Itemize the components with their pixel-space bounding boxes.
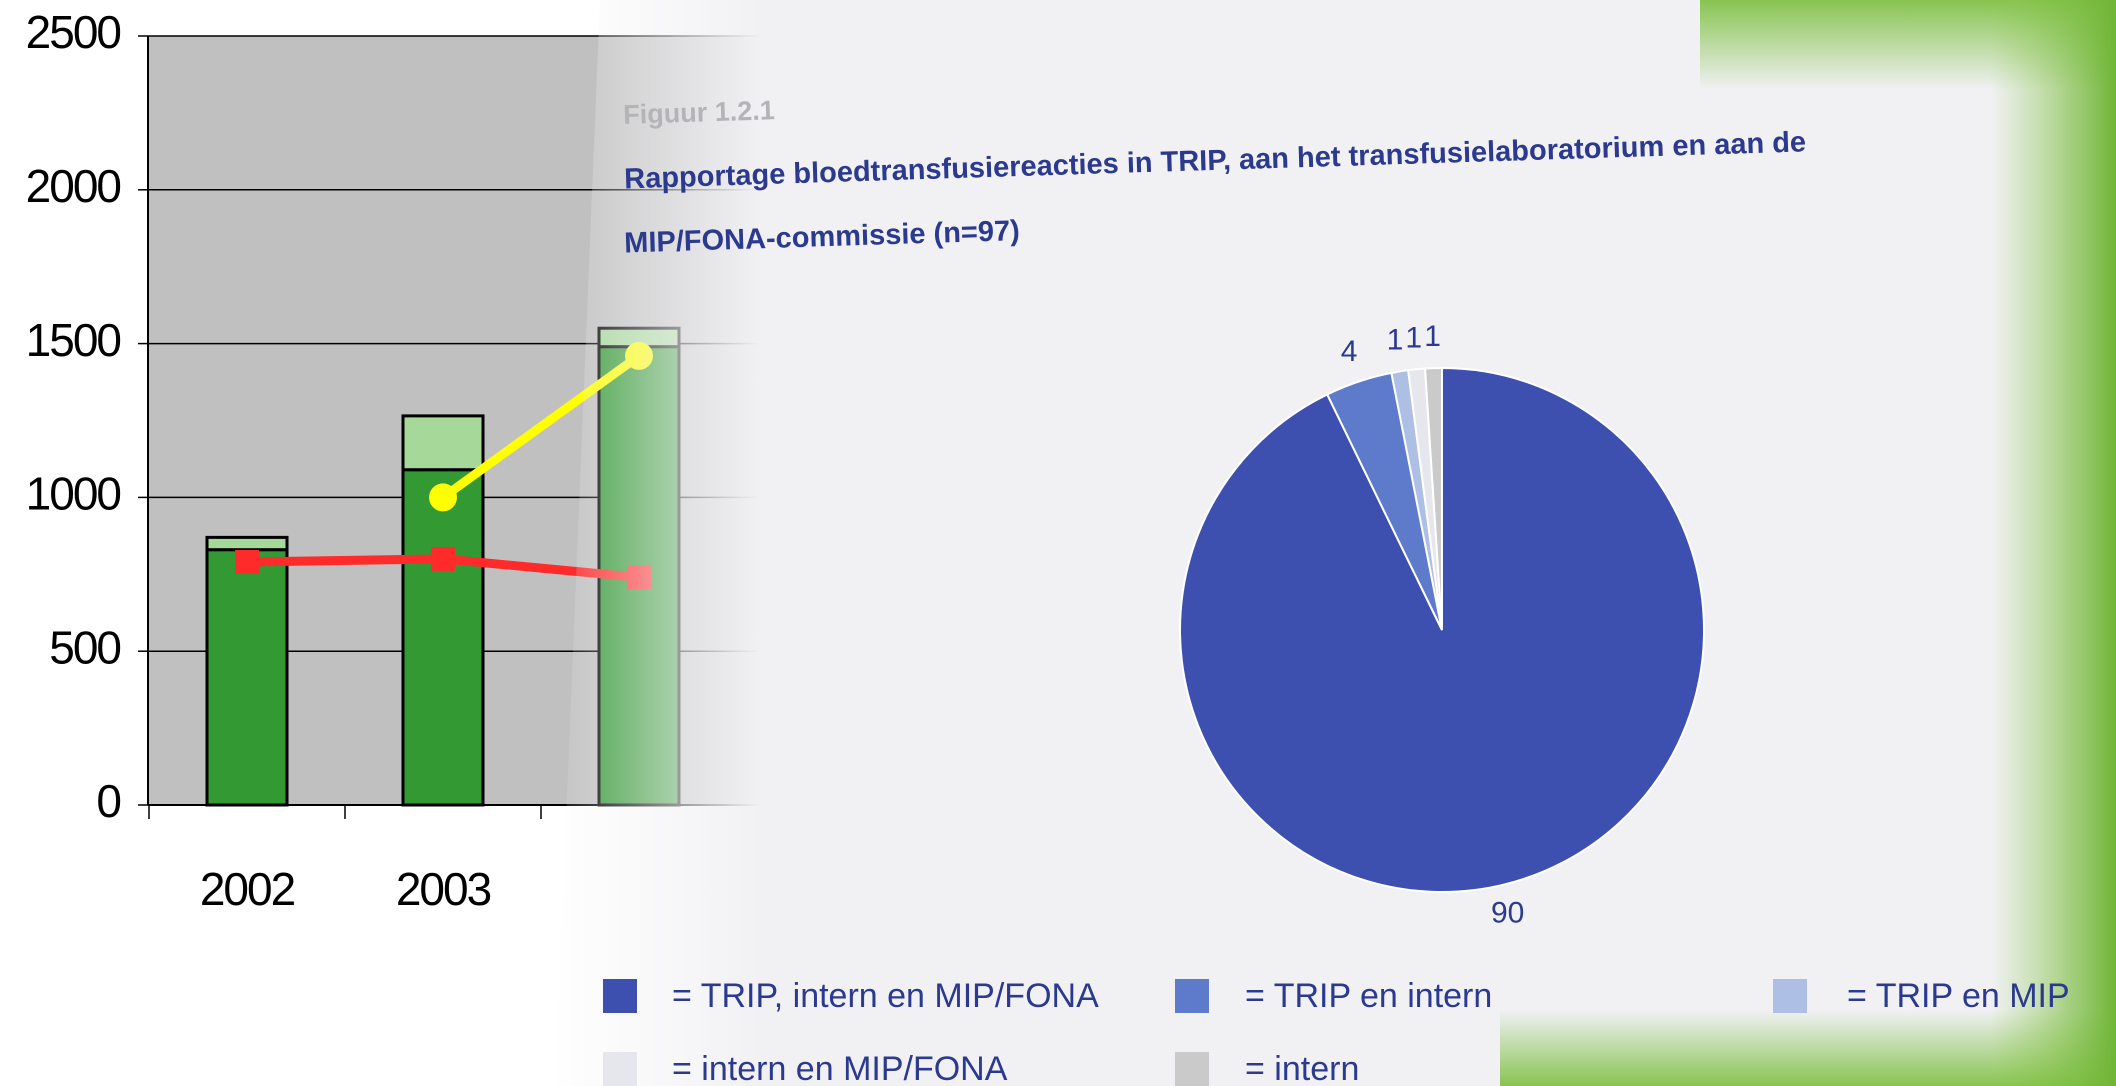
y-tick-label: 2500 bbox=[26, 6, 121, 58]
legend-swatch bbox=[1175, 979, 1209, 1013]
data-label: 4 bbox=[1341, 335, 1358, 368]
page: {"chart_data": [ {"type": "bar", "stacke… bbox=[0, 0, 2116, 1086]
data-label: 1 bbox=[1405, 321, 1422, 354]
bar-segment bbox=[207, 550, 287, 805]
x-tick-label: 2002 bbox=[200, 863, 295, 915]
legend-label: = intern en MIP/FONA bbox=[672, 1050, 1008, 1086]
y-tick-label: 0 bbox=[96, 775, 120, 827]
x-tick-label: 2003 bbox=[396, 863, 491, 915]
legend-label: = intern bbox=[1245, 1050, 1359, 1086]
figure-label: Figuur 1.2.1 bbox=[623, 95, 775, 130]
legend-swatch bbox=[603, 979, 637, 1013]
y-tick-label: 500 bbox=[49, 621, 120, 673]
bar-segment bbox=[207, 537, 287, 549]
line-marker bbox=[429, 483, 457, 511]
legend-swatch bbox=[1175, 1052, 1209, 1086]
line-marker bbox=[431, 547, 455, 571]
legend-label: = TRIP, intern en MIP/FONA bbox=[672, 977, 1099, 1015]
legend-swatch bbox=[603, 1052, 637, 1086]
legend-label: = TRIP en MIP bbox=[1847, 977, 2070, 1015]
green-frame-right bbox=[1990, 0, 2116, 1086]
data-label: 90 bbox=[1491, 896, 1524, 929]
y-tick-label: 1500 bbox=[26, 314, 121, 366]
bar-segment bbox=[403, 416, 483, 470]
legend-label: = TRIP en intern bbox=[1245, 977, 1492, 1015]
bar-segment bbox=[403, 470, 483, 805]
legend-swatch bbox=[1773, 979, 1807, 1013]
data-label: 1 bbox=[1387, 324, 1404, 357]
line-marker bbox=[235, 550, 259, 574]
y-tick-label: 2000 bbox=[26, 160, 121, 212]
y-tick-label: 1000 bbox=[26, 468, 121, 520]
data-label: 1 bbox=[1424, 320, 1441, 353]
screenshot: 050010001500200025003,520022003 Figuur 1… bbox=[0, 0, 2116, 1086]
